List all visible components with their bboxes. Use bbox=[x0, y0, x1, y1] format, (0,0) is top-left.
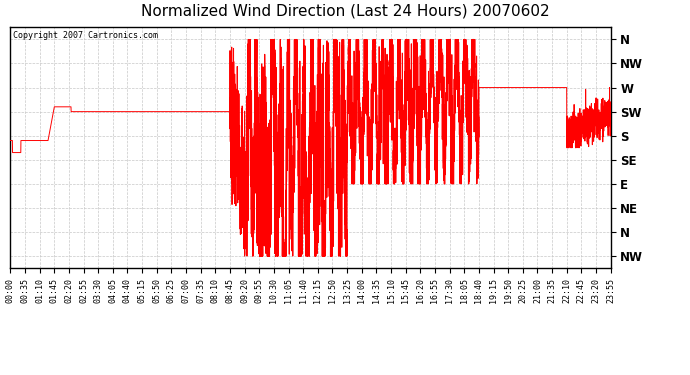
Text: Copyright 2007 Cartronics.com: Copyright 2007 Cartronics.com bbox=[13, 31, 158, 40]
Text: Normalized Wind Direction (Last 24 Hours) 20070602: Normalized Wind Direction (Last 24 Hours… bbox=[141, 4, 549, 19]
